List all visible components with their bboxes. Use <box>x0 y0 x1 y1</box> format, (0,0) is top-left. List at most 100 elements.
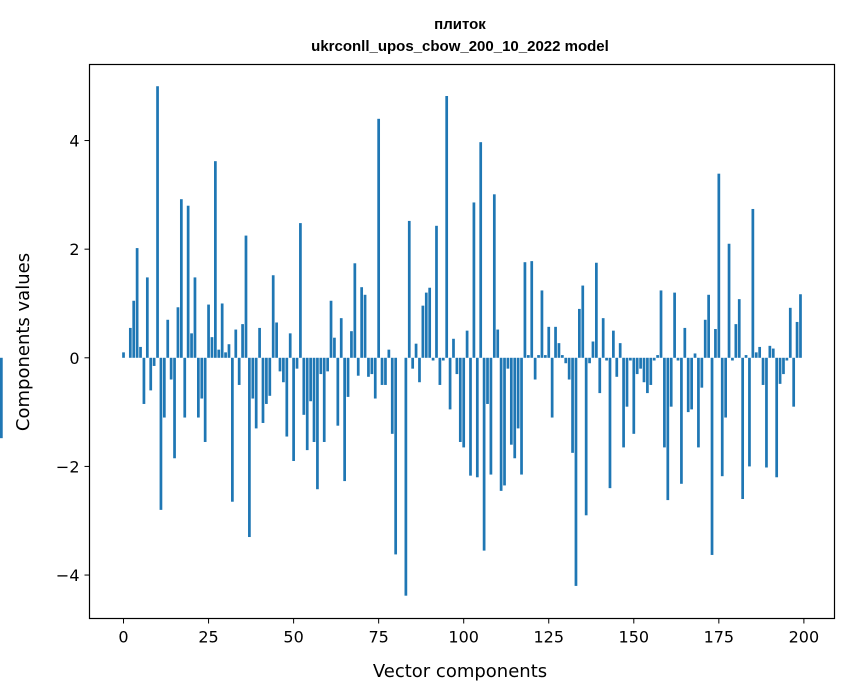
bar-176 <box>720 357 724 477</box>
bar-153 <box>642 357 646 383</box>
bar-158 <box>659 290 663 358</box>
bar-150 <box>632 357 636 434</box>
bar-156 <box>652 357 656 361</box>
bar-189 <box>765 357 768 468</box>
bar-142 <box>605 357 608 361</box>
bar-79 <box>390 357 394 434</box>
x-tick-label-150: 150 <box>619 628 650 647</box>
bar-54 <box>305 357 309 451</box>
bar-29 <box>220 303 224 358</box>
bar-28 <box>217 349 221 358</box>
bar-85 <box>411 357 415 369</box>
bar-2 <box>128 327 132 358</box>
bar-147 <box>622 357 625 448</box>
bar-89 <box>424 292 428 358</box>
bar-175 <box>717 173 721 358</box>
bar-27 <box>214 161 217 358</box>
x-tick-label-125: 125 <box>533 628 564 647</box>
bar-3 <box>132 300 136 358</box>
bar-16 <box>176 307 180 358</box>
bar-135 <box>581 285 585 358</box>
bar-13 <box>166 319 170 358</box>
bar-170 <box>700 357 704 388</box>
bar-41 <box>261 357 265 423</box>
bar-51 <box>295 357 299 369</box>
bar-6 <box>142 357 146 404</box>
bar-98 <box>455 357 459 375</box>
bar-7 <box>145 277 149 358</box>
bar-48 <box>285 357 289 437</box>
bar-19 <box>186 205 190 358</box>
bar-49 <box>288 333 292 358</box>
bar-145 <box>615 357 619 377</box>
bar-137 <box>588 357 591 364</box>
y-axis-ticks: −4 −2 0 2 4 <box>56 132 90 585</box>
bar-78 <box>387 349 391 358</box>
bar-164 <box>680 357 683 484</box>
bar-199 <box>799 294 802 358</box>
bar-111 <box>499 357 503 491</box>
bar-43 <box>268 357 272 396</box>
bar-106 <box>482 357 486 551</box>
bar-36 <box>244 235 248 358</box>
bar-130 <box>564 357 568 364</box>
bar-124 <box>543 355 547 358</box>
bar-10 <box>156 86 159 358</box>
bar-131 <box>567 357 571 380</box>
bar-168 <box>693 353 697 358</box>
bar-173 <box>710 357 714 555</box>
bar-192 <box>775 357 779 478</box>
bar-93 <box>438 357 442 385</box>
bar-61 <box>329 300 333 358</box>
bar-59 <box>322 357 326 442</box>
chart-title-line-2: ukrconll_upos_cbow_200_10_2022 model <box>311 38 609 55</box>
bar-84 <box>407 220 411 358</box>
x-tick-label-200: 200 <box>789 628 820 647</box>
bar-58 <box>319 357 323 375</box>
bar-120 <box>530 261 534 358</box>
bar-5 <box>139 346 142 358</box>
bar-140 <box>598 357 602 394</box>
bar-123 <box>540 290 544 358</box>
bar-30 <box>224 352 227 358</box>
bar-76 <box>380 357 384 385</box>
bar-96 <box>448 357 452 410</box>
bar-115 <box>513 357 517 459</box>
bar-188 <box>761 357 765 385</box>
bar-139 <box>595 262 598 358</box>
bar-44 <box>271 275 275 358</box>
bar-138 <box>591 341 595 358</box>
bar-171 <box>703 319 707 358</box>
bar-178 <box>727 243 731 358</box>
bar-195 <box>785 357 789 361</box>
bar-42 <box>265 357 268 404</box>
bar-109 <box>492 194 496 358</box>
bar-9 <box>152 357 156 366</box>
bar-179 <box>731 357 734 361</box>
bar-73 <box>370 357 374 375</box>
y-tick-label--4: −4 <box>56 566 80 585</box>
bar-101 <box>465 330 469 358</box>
bar-112 <box>503 357 506 486</box>
x-axis-ticks: 0 25 50 75 100 125 150 175 200 <box>118 618 820 647</box>
bar-39 <box>254 357 258 429</box>
bar-37 <box>248 357 251 538</box>
bar-22 <box>197 357 200 418</box>
bar-177 <box>724 357 727 418</box>
bar-62 <box>333 337 336 358</box>
bar-185 <box>751 208 755 358</box>
bar-94 <box>441 357 445 361</box>
y-axis-label: Components values <box>13 253 34 431</box>
bar-167 <box>690 357 693 410</box>
x-tick-label-0: 0 <box>118 628 128 647</box>
bar-97 <box>452 338 455 358</box>
bar-154 <box>646 357 649 394</box>
bar-174 <box>714 329 717 358</box>
bar-127 <box>554 326 557 358</box>
bar-33 <box>234 329 238 358</box>
bar-undefined <box>0 357 3 439</box>
bar-166 <box>686 357 690 413</box>
bar-118 <box>523 262 527 358</box>
bar-134 <box>578 308 581 358</box>
